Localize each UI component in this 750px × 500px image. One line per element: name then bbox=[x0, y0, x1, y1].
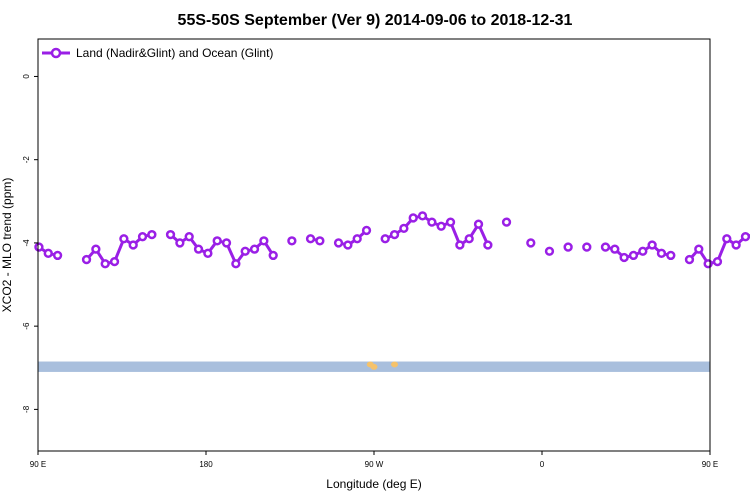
legend-label: Land (Nadir&Glint) and Ocean (Glint) bbox=[76, 46, 273, 60]
data-point bbox=[455, 240, 465, 250]
data-point bbox=[34, 242, 44, 252]
data-point bbox=[100, 259, 110, 269]
data-point bbox=[361, 225, 372, 236]
x-tick-label: 90 E bbox=[30, 460, 46, 469]
data-point bbox=[137, 232, 148, 242]
data-point bbox=[445, 217, 456, 227]
land-mark bbox=[391, 361, 399, 368]
data-point bbox=[740, 232, 750, 242]
data-point bbox=[399, 223, 409, 234]
data-point bbox=[436, 221, 446, 231]
y-tick-label: -2 bbox=[22, 156, 31, 164]
data-point bbox=[43, 248, 53, 258]
data-point bbox=[147, 229, 157, 240]
data-point bbox=[240, 246, 250, 256]
chart-title: 55S-50S September (Ver 9) 2014-09-06 to … bbox=[178, 12, 573, 29]
data-point bbox=[212, 236, 222, 246]
legend: Land (Nadir&Glint) and Ocean (Glint) bbox=[42, 46, 273, 60]
data-point bbox=[712, 256, 723, 267]
data-band-layer bbox=[38, 361, 710, 372]
data-point bbox=[287, 236, 297, 246]
data-point bbox=[389, 229, 400, 240]
data-point bbox=[563, 242, 573, 252]
x-axis: 90 E 180 90 W 0 90 E bbox=[30, 451, 718, 469]
x-tick-label: 90 W bbox=[365, 460, 384, 469]
data-point bbox=[119, 234, 129, 244]
data-point bbox=[610, 244, 620, 254]
data-point bbox=[722, 234, 732, 244]
series-line bbox=[338, 229, 368, 247]
data-point bbox=[483, 240, 493, 250]
data-point bbox=[380, 234, 390, 244]
data-point bbox=[184, 232, 194, 242]
data-point bbox=[231, 259, 241, 269]
land-mark bbox=[370, 363, 378, 370]
data-point bbox=[315, 236, 325, 246]
data-point bbox=[305, 234, 316, 244]
y-tick-label: -4 bbox=[22, 239, 31, 247]
data-point bbox=[638, 246, 648, 256]
data-point bbox=[333, 238, 344, 248]
legend-marker bbox=[50, 47, 62, 59]
data-point bbox=[647, 240, 657, 250]
data-point bbox=[703, 259, 713, 269]
data-point bbox=[694, 244, 704, 254]
y-axis: 0 -2 -4 -6 -8 bbox=[22, 74, 38, 413]
data-point bbox=[175, 238, 185, 248]
data-point bbox=[544, 246, 555, 256]
data-point bbox=[656, 248, 667, 258]
data-point bbox=[352, 234, 362, 244]
x-tick-label: 0 bbox=[540, 460, 545, 469]
data-point bbox=[91, 244, 101, 254]
data-point bbox=[109, 256, 120, 267]
x-tick-label: 90 E bbox=[702, 460, 718, 469]
data-point bbox=[221, 238, 232, 248]
y-axis-title: XCO2 - MLO trend (ppm) bbox=[0, 178, 14, 313]
data-point bbox=[684, 254, 695, 265]
data-point bbox=[731, 240, 741, 250]
data-point bbox=[165, 229, 176, 240]
data-point bbox=[52, 250, 63, 261]
data-point bbox=[343, 240, 353, 250]
data-point bbox=[526, 238, 536, 248]
data-point bbox=[473, 219, 484, 229]
y-tick-label: 0 bbox=[22, 74, 31, 79]
data-point bbox=[268, 250, 278, 261]
data-point bbox=[259, 236, 269, 246]
data-point bbox=[464, 234, 474, 244]
data-point bbox=[408, 213, 418, 223]
data-point bbox=[619, 252, 629, 263]
data-point bbox=[249, 244, 260, 254]
data-point bbox=[501, 217, 512, 227]
data-point bbox=[81, 254, 92, 265]
x-tick-label: 180 bbox=[199, 460, 213, 469]
data-point bbox=[582, 242, 592, 252]
y-tick-label: -8 bbox=[22, 405, 31, 413]
data-point bbox=[600, 242, 611, 252]
data-point bbox=[203, 248, 213, 258]
data-point bbox=[666, 250, 676, 261]
x-axis-title: Longitude (deg E) bbox=[326, 477, 421, 491]
data-point bbox=[628, 250, 639, 261]
data-point bbox=[193, 244, 204, 254]
data-point bbox=[417, 211, 428, 221]
data-point bbox=[128, 240, 138, 250]
y-tick-label: -6 bbox=[22, 322, 31, 330]
series-layer bbox=[34, 211, 750, 269]
data-point bbox=[427, 217, 437, 227]
